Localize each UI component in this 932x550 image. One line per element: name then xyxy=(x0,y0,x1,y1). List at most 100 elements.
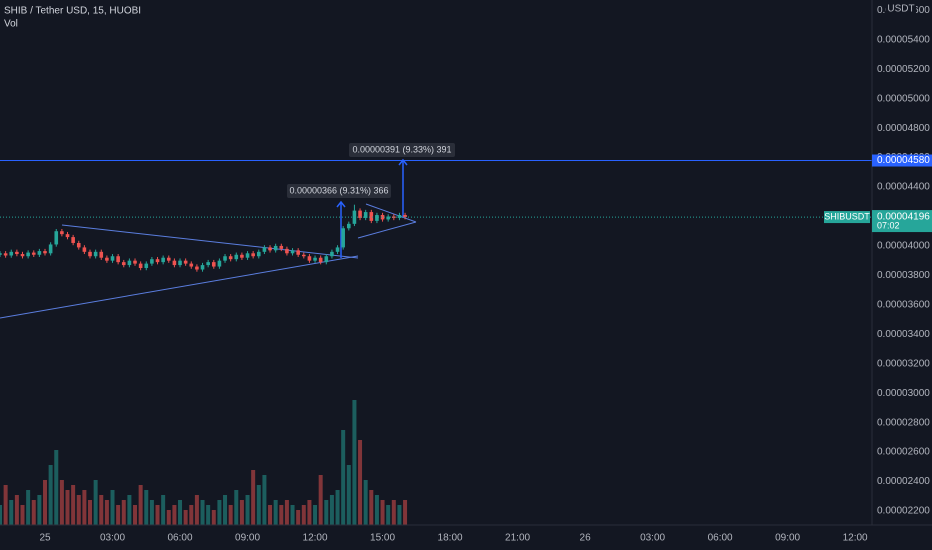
level-label: 0.00004580 xyxy=(877,155,930,166)
volume-bar xyxy=(31,500,36,525)
candle-body xyxy=(60,231,64,235)
volume-bar xyxy=(223,495,228,525)
volume-bar xyxy=(369,490,374,525)
candle-body xyxy=(335,247,340,252)
y-tick-label: 0.00003200 xyxy=(877,358,930,369)
candle-body xyxy=(116,256,120,263)
price-axis xyxy=(872,0,932,550)
candle-body xyxy=(178,260,182,266)
y-tick-label: 0.00002800 xyxy=(877,417,930,428)
volume-bar xyxy=(245,495,250,525)
x-tick-label: 26 xyxy=(580,533,592,544)
volume-bar xyxy=(172,505,177,525)
y-tick-label: 0.00003000 xyxy=(877,388,930,399)
volume-bar xyxy=(256,485,261,525)
x-tick-label: 03:00 xyxy=(640,533,665,544)
volume-bar xyxy=(183,510,188,525)
candle-body xyxy=(15,251,19,255)
trend-line xyxy=(0,255,359,319)
candle-body xyxy=(37,251,42,255)
candle-body xyxy=(133,260,137,264)
volume-bar xyxy=(284,500,289,525)
candle-body xyxy=(76,242,81,248)
volume-bar xyxy=(313,505,318,525)
candle-body xyxy=(279,245,284,249)
y-tick-label: 0.00004000 xyxy=(877,241,930,252)
measure-label: 0.00000391 (9.33%) 391 xyxy=(352,144,451,154)
y-tick-label: 0.00002200 xyxy=(877,506,930,517)
volume-bar xyxy=(279,505,284,525)
volume-bar xyxy=(99,495,104,525)
candle-body xyxy=(347,223,351,229)
last-price-box xyxy=(872,210,932,233)
candle-body xyxy=(403,215,407,218)
volume-bar xyxy=(217,500,222,525)
axes: 0.000056000.000054000.000052000.00005000… xyxy=(39,2,932,544)
volume-bar xyxy=(346,465,351,525)
measure-label: 0.00000366 (9.31%) 366 xyxy=(289,185,388,195)
volume-bar xyxy=(239,500,244,525)
volume-bar xyxy=(268,505,273,525)
symbol-tag: SHIBUSDT xyxy=(824,211,870,221)
volume-bar xyxy=(26,490,31,525)
y-tick-label: 0.00004800 xyxy=(877,123,930,134)
candle-body xyxy=(189,263,194,267)
volume-bar xyxy=(335,490,340,525)
volume-bar xyxy=(296,510,301,525)
candle-body xyxy=(313,257,317,261)
volume-bar xyxy=(380,500,385,525)
volume-bar xyxy=(341,430,346,525)
candle-body xyxy=(31,252,36,255)
candle-body xyxy=(161,257,165,263)
candle-body xyxy=(296,250,300,255)
x-tick-label: 06:00 xyxy=(708,533,733,544)
volume-bar xyxy=(3,485,8,525)
volume-bar xyxy=(116,505,121,525)
candle-body xyxy=(3,253,8,256)
volume-bar xyxy=(138,485,143,525)
candle-body xyxy=(369,212,374,221)
volume-bar xyxy=(149,500,154,525)
candle-body xyxy=(363,212,368,218)
candle-body xyxy=(358,210,362,218)
volume-bar xyxy=(43,480,48,525)
x-tick-label: 18:00 xyxy=(438,533,463,544)
candle-body xyxy=(268,247,272,251)
y-tick-label: 0.00003600 xyxy=(877,299,930,310)
currency-box xyxy=(886,2,916,15)
volume-bar xyxy=(71,485,76,525)
candle-body xyxy=(256,251,261,257)
volume-label: Vol xyxy=(4,19,18,30)
candle-body xyxy=(290,250,295,254)
candle-body xyxy=(144,263,149,269)
candle-body xyxy=(223,256,227,261)
candle-body xyxy=(99,251,104,258)
volume-bar xyxy=(273,500,278,525)
candle-body xyxy=(397,215,402,218)
volume-bar xyxy=(104,500,109,525)
volume-bar xyxy=(54,450,59,525)
candle-body xyxy=(301,254,306,257)
x-tick-label: 15:00 xyxy=(370,533,395,544)
x-tick-label: 25 xyxy=(39,533,51,544)
x-tick-label: 12:00 xyxy=(303,533,328,544)
candle-body xyxy=(110,256,115,261)
candle-body xyxy=(183,260,188,264)
volume-bar xyxy=(363,480,368,525)
volume-pane xyxy=(0,400,408,525)
candle-body xyxy=(206,262,210,266)
candle-body xyxy=(251,253,255,257)
candle-body xyxy=(93,251,98,257)
y-tick-label: 0.00005000 xyxy=(877,93,930,104)
candle-body xyxy=(375,215,379,221)
y-tick-label: 0.00002400 xyxy=(877,476,930,487)
candle-body xyxy=(105,257,109,261)
currency-label: USDT xyxy=(887,4,914,15)
y-tick-label: 0.00002600 xyxy=(877,447,930,458)
candle-body xyxy=(150,259,154,264)
volume-bar xyxy=(234,490,239,525)
countdown: 07:02 xyxy=(877,220,900,230)
candle-body xyxy=(217,260,222,267)
y-tick-label: 0.00004400 xyxy=(877,182,930,193)
